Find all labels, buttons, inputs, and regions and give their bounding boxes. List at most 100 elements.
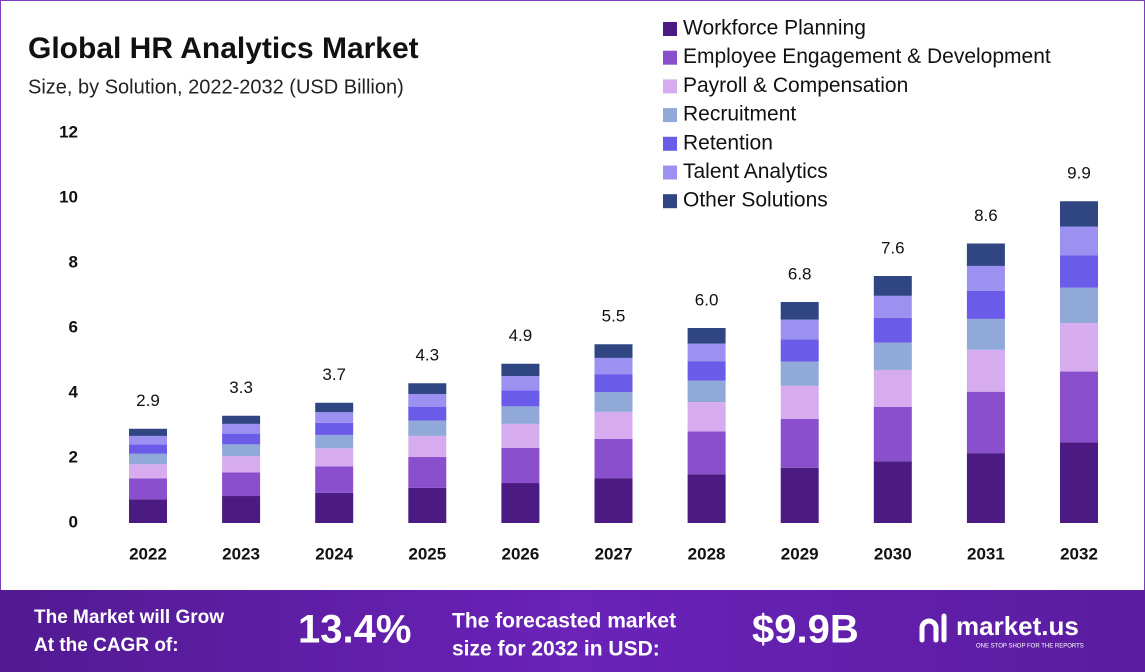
bar-segment <box>873 276 912 296</box>
legend-label: Payroll & Compensation <box>683 74 908 97</box>
logo-mark <box>919 618 939 643</box>
bar-segment <box>222 456 261 473</box>
bar-segment <box>1060 323 1098 372</box>
bar-segment <box>1060 255 1098 288</box>
bar-segment <box>222 415 261 424</box>
x-tick-label: 2026 <box>501 544 539 563</box>
bar-segment <box>408 457 447 488</box>
tagline: ONE STOP SHOP FOR THE REPORTS <box>976 644 1084 650</box>
brand: market.us <box>956 611 1079 641</box>
bar-segment <box>408 383 447 394</box>
cagr-text: At the CAGR of: <box>34 635 179 656</box>
brand-logo <box>919 613 947 643</box>
bar-segment <box>594 438 633 479</box>
y-tick-label: 6 <box>69 317 78 336</box>
bar-segment <box>1060 201 1098 227</box>
x-tick-label: 2027 <box>595 544 633 563</box>
y-tick-label: 4 <box>69 382 79 401</box>
bar-segment <box>315 422 354 435</box>
bar-segment <box>594 344 633 358</box>
bar-segment <box>315 402 354 413</box>
bar-segment <box>129 478 167 500</box>
forecast-text: size for 2032 in USD: <box>452 638 660 661</box>
bar-segment <box>687 361 726 381</box>
bar-segment <box>408 435 447 458</box>
bar-segment <box>780 419 819 468</box>
legend-swatch <box>663 136 677 151</box>
total-label: 3.3 <box>229 378 253 397</box>
total-label: 7.6 <box>881 238 905 257</box>
x-tick-label: 2029 <box>781 544 819 563</box>
bar-segment <box>873 406 912 462</box>
bar-segment <box>594 392 633 412</box>
legend-label: Retention <box>683 131 773 154</box>
bar-segment <box>129 464 167 479</box>
legend-label: Recruitment <box>683 103 796 126</box>
total-label: 4.3 <box>415 346 439 365</box>
chart-title: Global HR Analytics Market <box>28 32 419 65</box>
footer-banner <box>0 590 1145 672</box>
bar-segment <box>408 420 447 436</box>
bar-segment <box>873 461 912 523</box>
x-tick-label: 2028 <box>688 544 726 563</box>
total-label: 6.0 <box>695 290 719 309</box>
bar-segment <box>594 374 633 393</box>
bar-segment <box>129 428 167 436</box>
bar-segment <box>315 466 354 493</box>
bar-segment <box>222 433 261 445</box>
bar-segment <box>966 349 1005 392</box>
legend-swatch <box>663 108 677 123</box>
cagr-text: The Market will Grow <box>34 607 224 628</box>
x-tick-label: 2022 <box>129 544 167 563</box>
legend-swatch <box>663 165 677 180</box>
legend-swatch <box>663 50 677 65</box>
bar-segment <box>501 363 540 377</box>
bar-segment <box>501 447 540 484</box>
bar-segment <box>873 295 912 318</box>
bar-segment <box>966 318 1005 350</box>
x-tick-label: 2032 <box>1060 544 1098 563</box>
bar-segment <box>966 243 1005 266</box>
bar-segment <box>966 391 1005 454</box>
bar-segment <box>687 474 726 523</box>
legend-label: Other Solutions <box>683 189 828 212</box>
bar-segment <box>222 423 261 434</box>
bar-segment <box>780 385 819 419</box>
bar-segment <box>315 448 354 467</box>
y-tick-label: 2 <box>69 447 78 466</box>
bar-segment <box>594 411 633 439</box>
total-label: 4.9 <box>509 326 533 345</box>
bar-segment <box>966 265 1005 291</box>
legend-swatch <box>663 22 677 36</box>
bar-segment <box>501 390 540 407</box>
legend-swatch <box>663 194 677 209</box>
bar-segment <box>501 483 540 523</box>
bar-segment <box>222 472 261 497</box>
bar-segment <box>501 376 540 391</box>
bar-segment <box>408 406 447 421</box>
bar-segment <box>687 431 726 475</box>
cagr-value: 13.4% <box>298 608 411 652</box>
bar-segment <box>594 357 633 375</box>
y-tick-label: 0 <box>69 512 78 531</box>
bar-segment <box>873 317 912 343</box>
bar-segment <box>129 499 167 523</box>
bar-segment <box>687 402 726 432</box>
bar-segment <box>129 453 167 465</box>
bar-segment <box>129 435 167 445</box>
legend-label: Talent Analytics <box>683 160 828 183</box>
bar-segment <box>873 369 912 407</box>
bar-segment <box>780 339 819 362</box>
bar-segment <box>780 319 819 340</box>
forecast-value: $9.9B <box>752 608 859 652</box>
total-label: 3.7 <box>322 365 346 384</box>
bar-segment <box>222 496 261 523</box>
bar-segment <box>873 342 912 370</box>
bar-segment <box>780 302 819 320</box>
total-label: 2.9 <box>136 391 160 410</box>
bar-segment <box>501 406 540 424</box>
bar-segment <box>687 380 726 403</box>
chart-subtitle: Size, by Solution, 2022-2032 (USD Billio… <box>28 76 404 98</box>
